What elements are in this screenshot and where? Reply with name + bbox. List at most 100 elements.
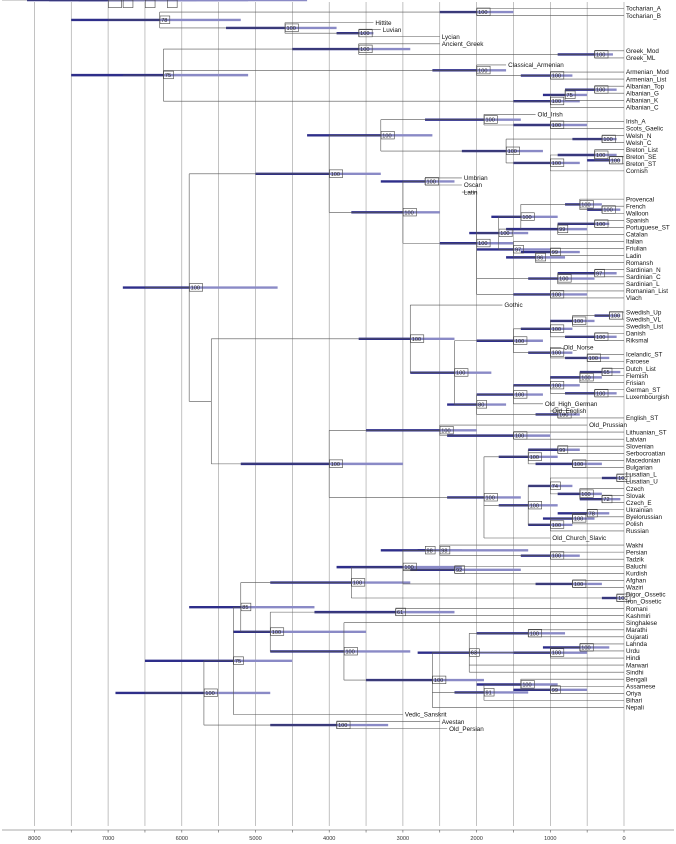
support-box (601, 494, 613, 504)
support-value: 100 (456, 371, 465, 377)
support-box (550, 247, 561, 256)
support-box (506, 146, 520, 155)
leaf-label: Greek_ML (626, 55, 656, 62)
support-box (550, 348, 565, 357)
leaf-label: Latin (464, 189, 478, 196)
leaf-label: Ladin (626, 253, 642, 260)
support-box (550, 481, 561, 490)
support-value: 100 (191, 286, 200, 292)
leaf-label: Irish_A (626, 119, 646, 126)
leaf-label: Portuguese_ST (626, 225, 670, 232)
axis-tick-label: 2000 (470, 836, 482, 842)
support-box (579, 200, 594, 209)
support-value: 65 (603, 370, 609, 376)
leaf-label: Czech (626, 486, 644, 493)
support-value: 99 (552, 688, 558, 694)
support-value: 100 (603, 137, 612, 143)
support-box (594, 219, 609, 228)
support-value: 78 (589, 511, 595, 517)
support-box (528, 452, 542, 461)
support-box (579, 373, 594, 382)
leaf-label: Nepali (626, 705, 644, 712)
leaf-label: Macedonian (626, 458, 661, 465)
support-box (520, 680, 535, 689)
support-box (594, 388, 609, 398)
leaf-label: Ancient_Greek (442, 41, 485, 48)
support-box (329, 169, 343, 178)
support-box (410, 334, 425, 343)
leaf-label: Lycian (442, 34, 460, 41)
support-value: 63 (471, 651, 477, 657)
support-value: 100 (596, 335, 605, 341)
leaf-label: Luvian (383, 27, 402, 34)
support-value: 100 (552, 327, 561, 333)
support-box (476, 238, 491, 248)
leaf-label: Iron_Ossetic (626, 599, 661, 606)
support-value: 100 (611, 158, 620, 164)
support-box (167, 0, 178, 8)
leaf-label: Armenian_List (626, 76, 667, 83)
leaf-label: Classical_Armenian (508, 62, 564, 69)
support-value: 100 (552, 161, 561, 167)
support-box (594, 268, 605, 278)
support-value: 80 (478, 403, 484, 409)
support-box (572, 316, 587, 325)
leaf-label: Slovak (626, 493, 646, 500)
leaf-label: Baluchi (626, 563, 647, 570)
support-value: 100 (530, 631, 539, 637)
leaf-label: Wakhi (626, 542, 643, 549)
leaf-label: Latvian (626, 436, 647, 443)
support-box (498, 228, 513, 237)
support-value: 100 (338, 723, 347, 729)
leaf-label: German_ST (626, 387, 660, 394)
support-value: 61 (397, 610, 403, 616)
support-value: 100 (530, 503, 539, 509)
leaf-label: Lahnda (626, 641, 648, 648)
support-box (550, 520, 565, 529)
leaf-label: Digor_Ossetic (626, 592, 666, 599)
leaf-label: Lusatian_U (626, 479, 658, 486)
support-value: 100 (596, 52, 605, 58)
support-value: 100 (596, 391, 605, 397)
support-box (594, 332, 609, 341)
support-box (454, 565, 465, 574)
support-box (557, 224, 569, 234)
support-value: 100 (574, 462, 583, 468)
axis-tick-label: 1000 (544, 836, 556, 842)
support-value: 100 (515, 339, 524, 345)
support-value: 100 (286, 26, 295, 32)
support-box (380, 131, 395, 140)
support-box (476, 400, 487, 409)
leaf-label: Swedish_Up (626, 309, 662, 316)
leaf-label: Albanian_Top (626, 83, 665, 90)
leaf-label: Sardinian_N (626, 267, 661, 274)
leaf-label: Breton_SE (626, 154, 656, 161)
leaf-label: Icelandic_ST (626, 352, 663, 359)
leaf-label: Vedic_Sanskrit (405, 712, 447, 719)
leaf-label: Old_Norse (563, 345, 594, 352)
axis-tick-label: 5000 (249, 836, 261, 842)
support-value: 100 (515, 393, 524, 399)
support-box (425, 177, 439, 186)
leaf-label: Russian (626, 528, 649, 535)
support-box (233, 656, 244, 665)
leaf-label: Serbocroatian (626, 450, 666, 457)
support-value: 100 (589, 356, 598, 362)
support-label-layer: 100 100 100 78 100 100 100 100 100 75 100 75 100 100 9… (108, 0, 631, 729)
support-box (572, 514, 587, 523)
leaf-label: Hindi (626, 655, 640, 662)
support-value: 100 (618, 596, 627, 602)
support-box (594, 150, 609, 159)
support-box (513, 245, 524, 254)
leaf-label: Tadzik (626, 556, 645, 563)
support-box (550, 324, 565, 333)
support-box (402, 208, 417, 217)
support-value: 100 (596, 88, 605, 94)
leaf-label: Urdu (626, 648, 640, 655)
leaf-label: Cornish (626, 168, 648, 175)
support-box (550, 648, 565, 657)
leaf-label: French (626, 203, 646, 210)
support-box (439, 426, 454, 435)
time-axis: 8000 7000 6000 5000 4000 3000 2000 1000 0 (2, 829, 674, 842)
